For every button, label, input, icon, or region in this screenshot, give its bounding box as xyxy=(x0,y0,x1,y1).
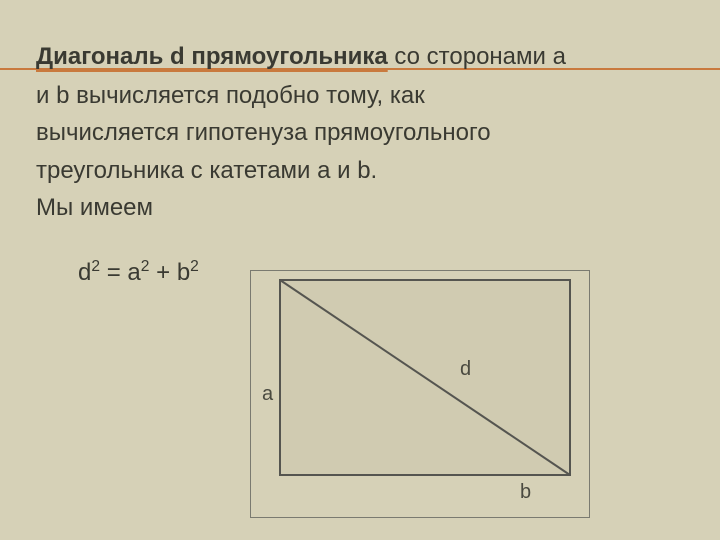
formula-d: d xyxy=(78,259,91,286)
formula-d-exp: 2 xyxy=(91,258,100,275)
title-strong: Диагональ d прямоугольника xyxy=(36,43,388,70)
rectangle-diagram: a b d xyxy=(250,270,590,518)
svg-text:a: a xyxy=(262,383,274,405)
formula-plus: + xyxy=(149,259,176,286)
slide-content: Диагональ d прямоугольника со сторонами … xyxy=(0,0,720,291)
title-line: Диагональ d прямоугольника со сторонами … xyxy=(36,38,684,75)
line-5: Мы имеем xyxy=(36,189,684,226)
svg-text:d: d xyxy=(460,358,471,380)
formula-a: a xyxy=(127,259,140,286)
formula-b: b xyxy=(177,259,190,286)
svg-text:b: b xyxy=(520,481,531,503)
line-2: и b вычисляется подобно тому, как xyxy=(36,77,684,114)
formula-eq: = xyxy=(100,259,127,286)
body-text: и b вычисляется подобно тому, как вычисл… xyxy=(36,77,684,291)
line-4: треугольника с катетами а и b. xyxy=(36,152,684,189)
formula-b-exp: 2 xyxy=(190,258,199,275)
line-3: вычисляется гипотенуза прямоугольного xyxy=(36,114,684,151)
title-rest: со сторонами а xyxy=(388,43,566,70)
